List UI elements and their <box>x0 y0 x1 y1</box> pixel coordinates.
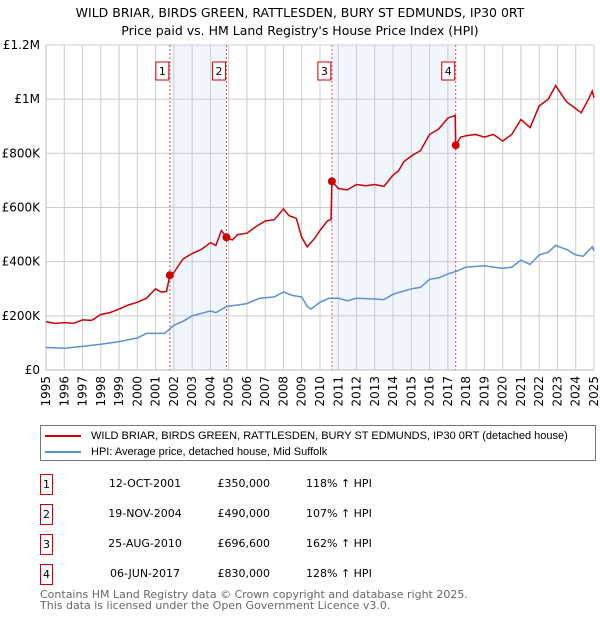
sale-point <box>327 177 336 186</box>
sale-date: 19-NOV-2004 <box>108 507 182 520</box>
sale-hpi-change: 118% ↑ HPI <box>306 477 372 490</box>
x-tick-label: 2000 <box>130 376 144 407</box>
x-tick-label: 2014 <box>386 376 400 407</box>
property-series-line <box>45 84 595 325</box>
x-tick-label: 2018 <box>459 376 473 407</box>
sale-hpi-change: 107% ↑ HPI <box>306 507 372 520</box>
legend-item-property: WILD BRIAR, BIRDS GREEN, RATTLESDEN, BUR… <box>45 428 568 444</box>
legend-swatch-red <box>45 435 81 437</box>
sale-marker-number: 1 <box>40 474 53 495</box>
sale-row: 4 06-JUN-2017 £830,000 128% ↑ HPI <box>40 564 372 585</box>
legend-item-hpi: HPI: Average price, detached house, Mid … <box>45 444 327 460</box>
x-tick-label: 2005 <box>222 376 236 407</box>
hpi-series-line <box>45 244 595 350</box>
legend-swatch-blue <box>45 451 81 453</box>
chart-title: WILD BRIAR, BIRDS GREEN, RATTLESDEN, BUR… <box>0 4 600 40</box>
y-tick-label: £1.2M <box>3 38 40 52</box>
sale-label-box <box>441 61 456 81</box>
x-tick-label: 2003 <box>185 376 199 407</box>
legend-label: WILD BRIAR, BIRDS GREEN, RATTLESDEN, BUR… <box>91 430 568 442</box>
sale-date: 25-AUG-2010 <box>108 537 182 550</box>
sale-point <box>222 233 231 242</box>
x-tick-label: 2022 <box>532 376 546 407</box>
sale-hpi-change: 162% ↑ HPI <box>306 537 372 550</box>
x-tick-label: 2002 <box>167 376 181 407</box>
x-tick-label: 2023 <box>550 376 564 407</box>
sale-point <box>451 141 460 150</box>
sale-price: £696,600 <box>217 537 271 550</box>
x-tick-label: 1995 <box>39 376 53 407</box>
y-tick-label: £200K <box>2 309 42 323</box>
x-tick-label: 2015 <box>404 376 418 407</box>
legend: WILD BRIAR, BIRDS GREEN, RATTLESDEN, BUR… <box>40 425 596 461</box>
x-tick-label: 2016 <box>423 376 437 407</box>
x-tick-label: 2004 <box>203 376 217 407</box>
x-tick-label: 1997 <box>76 376 90 407</box>
sale-marker-number: 2 <box>40 504 53 525</box>
sale-label-box <box>211 61 226 81</box>
x-tick-label: 2001 <box>149 376 163 407</box>
x-tick-label: 2007 <box>258 376 272 407</box>
legend-label: HPI: Average price, detached house, Mid … <box>91 446 328 458</box>
x-tick-label: 2012 <box>350 376 364 407</box>
x-tick-label: 2020 <box>496 376 510 407</box>
x-tick-label: 2025 <box>587 376 600 407</box>
x-tick-label: 2021 <box>514 376 528 407</box>
sale-label: 3 <box>321 65 328 78</box>
sale-point <box>165 271 174 280</box>
sale-label-box <box>155 61 170 81</box>
subtitle-line: Price paid vs. HM Land Registry's House … <box>121 23 479 38</box>
sale-label-box <box>317 61 332 81</box>
x-tick-label: 2017 <box>441 376 455 407</box>
price-chart: 1995 1996 1997 1998 1999 2000 2001 2002 2003 2004… <box>2 38 600 407</box>
footer-line-1: Contains HM Land Registry data © Crown c… <box>40 588 468 601</box>
sale-row: 1 12-OCT-2001 £350,000 118% ↑ HPI <box>40 474 372 495</box>
y-tick-label: £0 <box>25 363 40 377</box>
x-tick-label: 1999 <box>112 376 126 407</box>
sale-marker-number: 4 <box>40 564 53 585</box>
sale-price: £830,000 <box>217 567 271 580</box>
sale-hpi-change: 128% ↑ HPI <box>306 567 372 580</box>
y-tick-label: £600K <box>2 201 42 215</box>
x-tick-label: 1996 <box>57 376 71 407</box>
footer: Contains HM Land Registry data © Crown c… <box>40 589 468 611</box>
x-tick-label: 2008 <box>276 376 290 407</box>
sale-marker-number: 3 <box>40 534 53 555</box>
sale-label: 4 <box>445 65 452 78</box>
x-tick-label: 1998 <box>94 376 108 407</box>
x-tick-label: 2009 <box>295 376 309 407</box>
x-tick-label: 2013 <box>368 376 382 407</box>
sale-price: £490,000 <box>217 507 271 520</box>
sale-label: 2 <box>215 65 222 78</box>
title-line: WILD BRIAR, BIRDS GREEN, RATTLESDEN, BUR… <box>75 5 525 20</box>
sale-date: 12-OCT-2001 <box>108 477 182 490</box>
sale-date: 06-JUN-2017 <box>109 567 181 580</box>
x-tick-label: 2019 <box>477 376 491 407</box>
sale-row: 3 25-AUG-2010 £696,600 162% ↑ HPI <box>40 534 372 555</box>
y-tick-label: £400K <box>2 255 42 269</box>
sale-row: 2 19-NOV-2004 £490,000 107% ↑ HPI <box>40 504 372 525</box>
y-tick-label: £1M <box>14 92 40 106</box>
footer-line-2: This data is licensed under the Open Gov… <box>40 599 391 612</box>
x-tick-label: 2006 <box>240 376 254 407</box>
x-tick-label: 2024 <box>569 376 583 407</box>
x-tick-label: 2011 <box>331 376 345 407</box>
sale-price: £350,000 <box>217 477 271 490</box>
sale-label: 1 <box>159 65 166 78</box>
x-tick-label: 2010 <box>313 376 327 407</box>
y-tick-label: £800K <box>2 146 42 160</box>
